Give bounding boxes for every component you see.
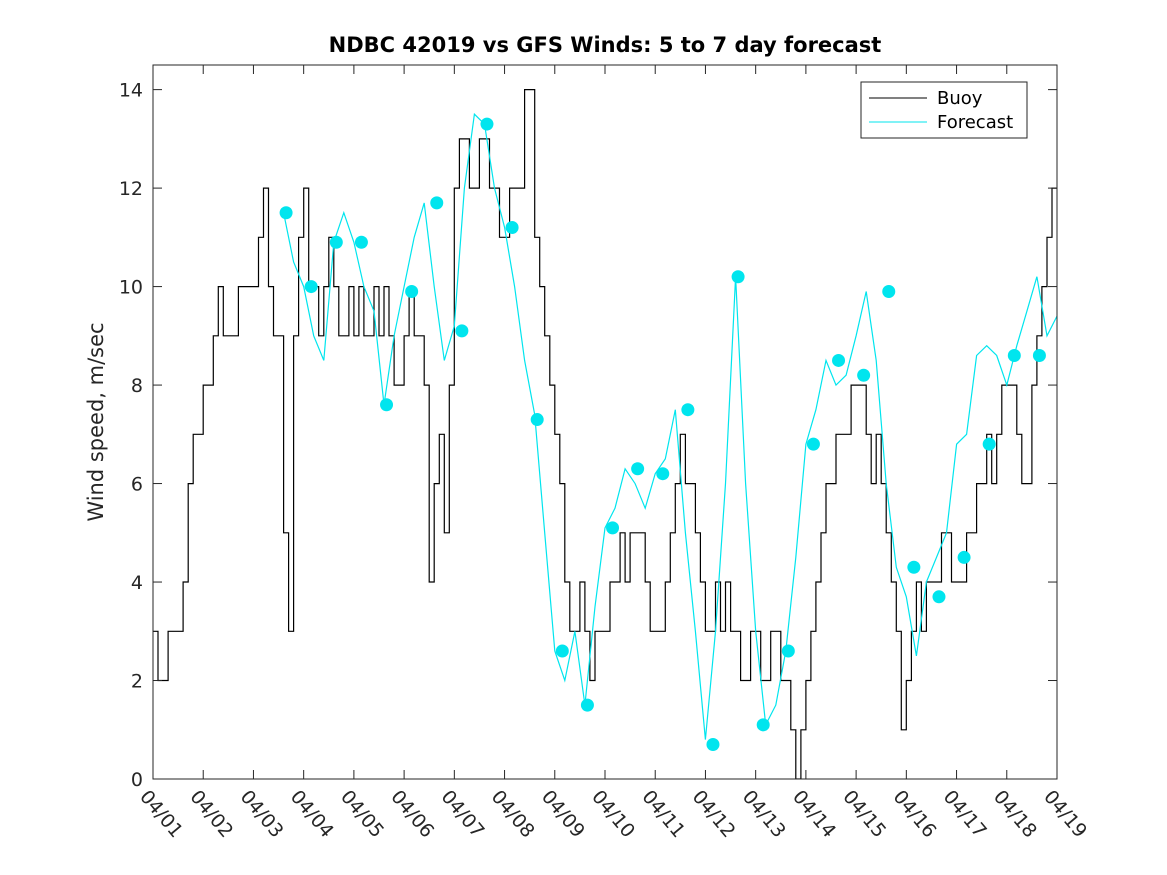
y-tick-label: 6 — [131, 474, 143, 496]
forecast-marker — [430, 196, 444, 210]
forecast-marker — [932, 590, 946, 604]
forecast-marker — [756, 718, 770, 732]
forecast-marker — [304, 280, 318, 294]
forecast-marker — [555, 644, 569, 658]
forecast-marker — [530, 413, 544, 427]
series-line-forecast — [283, 112, 1057, 740]
y-axis: 0 2 4 6 8 10 12 14 — [119, 80, 1057, 791]
forecast-marker — [681, 403, 695, 417]
forecast-marker — [580, 698, 594, 712]
y-tick-label: 14 — [119, 80, 143, 102]
plot-area — [153, 65, 1057, 779]
forecast-marker — [354, 235, 368, 249]
legend-forecast-label: Forecast — [937, 112, 1013, 133]
legend-buoy-label: Buoy — [937, 88, 983, 109]
forecast-marker — [781, 644, 795, 658]
forecast-marker — [329, 235, 343, 249]
y-tick-label: 2 — [131, 671, 143, 693]
series-layer — [153, 89, 1057, 779]
forecast-marker — [1032, 349, 1046, 363]
y-tick-label: 0 — [131, 769, 143, 791]
forecast-marker — [882, 285, 896, 299]
y-tick-label: 12 — [119, 178, 143, 200]
forecast-marker — [832, 353, 846, 367]
forecast-marker — [731, 270, 745, 284]
chart-title: NDBC 42019 vs GFS Winds: 5 to 7 day fore… — [329, 33, 882, 57]
forecast-marker — [380, 398, 394, 412]
forecast-marker — [907, 560, 921, 574]
forecast-marker — [806, 437, 820, 451]
legend: Buoy Forecast — [860, 81, 1028, 139]
forecast-marker — [706, 738, 720, 752]
y-tick-label: 4 — [131, 572, 143, 594]
forecast-marker — [606, 521, 620, 535]
forecast-marker — [505, 220, 519, 234]
legend-box — [860, 81, 1028, 139]
forecast-marker — [1007, 349, 1021, 363]
y-axis-label: Wind speed, m/sec — [84, 322, 108, 521]
forecast-marker — [631, 462, 645, 476]
forecast-marker — [656, 467, 670, 481]
y-tick-label: 10 — [119, 277, 143, 299]
forecast-marker — [857, 368, 871, 382]
y-tick-label: 8 — [131, 375, 143, 397]
forecast-marker-layer — [279, 117, 1046, 752]
forecast-marker — [279, 206, 293, 220]
forecast-marker — [480, 117, 494, 131]
series-line-buoy — [153, 89, 1057, 779]
forecast-marker — [455, 324, 469, 338]
forecast-marker — [982, 437, 996, 451]
forecast-marker — [957, 550, 971, 564]
forecast-marker — [405, 285, 419, 299]
